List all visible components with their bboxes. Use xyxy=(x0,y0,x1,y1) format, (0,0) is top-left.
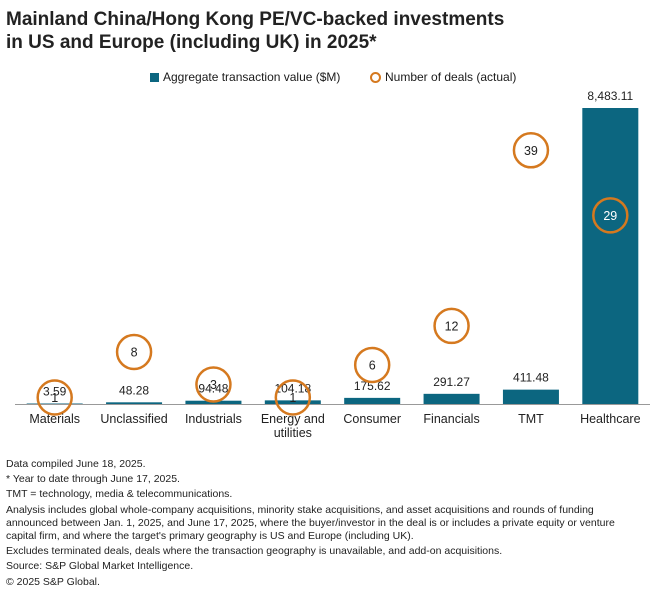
bar-value-label-7: 8,483.11 xyxy=(587,89,633,103)
category-label-1: Unclassified xyxy=(100,412,167,426)
note-analysis-line-1: Analysis includes global whole-company a… xyxy=(6,503,594,516)
note-ytd: * Year to date through June 17, 2025. xyxy=(6,473,180,486)
deal-count-label-6: 39 xyxy=(524,144,538,158)
category-label-3: Energy and utilities xyxy=(261,412,325,440)
chart-notes: Data compiled June 18, 2025. * Year to d… xyxy=(6,458,656,591)
deal-count-label-0: 1 xyxy=(51,391,58,405)
legend-deals-label: Number of deals (actual) xyxy=(385,70,517,84)
bar-7 xyxy=(582,108,639,404)
deal-circle-5 xyxy=(433,307,470,345)
deal-circle-0 xyxy=(36,379,73,416)
category-label-2: Industrials xyxy=(185,412,242,426)
legend-item-value: Aggregate transaction value ($M) xyxy=(150,70,340,84)
category-label-line: Materials xyxy=(29,412,80,426)
chart-plot: 3.59 48.28 94.48 104.18 175.62 291.27 411.48 8,… xyxy=(15,89,650,440)
bar-5 xyxy=(423,393,480,404)
category-label-line: Unclassified xyxy=(100,412,167,426)
deal-count-label-3: 1 xyxy=(289,391,296,405)
note-copyright: © 2025 S&P Global. xyxy=(6,575,100,588)
category-label-7: Healthcare xyxy=(580,412,640,426)
deal-marker-5: 12 xyxy=(433,307,470,345)
note-analysis: Analysis includes global whole-company a… xyxy=(6,504,656,544)
category-label-5: Financials xyxy=(423,412,479,426)
bar-value-label-1: 48.28 xyxy=(119,383,149,397)
deal-marker-6: 39 xyxy=(512,132,550,169)
deal-count-label-4: 6 xyxy=(369,358,376,372)
category-label-line: Healthcare xyxy=(580,412,640,426)
deal-circle-6 xyxy=(512,132,550,169)
deal-marker-1: 8 xyxy=(115,333,153,371)
deal-marker-3: 1 xyxy=(274,379,312,416)
bar-0 xyxy=(26,403,83,404)
bar-value-label-6: 411.48 xyxy=(513,371,549,385)
deal-marker-0: 1 xyxy=(36,379,73,416)
chart-title: Mainland China/Hong Kong PE/VC-backed in… xyxy=(6,8,646,54)
category-label-line: Energy and xyxy=(261,412,325,426)
legend-value-label: Aggregate transaction value ($M) xyxy=(163,70,341,84)
deal-circle-2 xyxy=(195,366,232,403)
note-analysis-line-2: announced between Jan. 1, 2025, and June… xyxy=(6,516,615,529)
legend-item-deals: Number of deals (actual) xyxy=(370,70,516,84)
bar-4 xyxy=(344,397,401,404)
legend: Aggregate transaction value ($M) Number … xyxy=(0,70,660,86)
bar-value-label-3: 104.18 xyxy=(274,381,311,395)
category-label-line: utilities xyxy=(274,426,312,440)
bar-value-label-4: 175.62 xyxy=(354,379,391,393)
note-compiled: Data compiled June 18, 2025. xyxy=(6,458,146,470)
legend-bar-swatch-icon xyxy=(150,72,159,82)
bar-value-label-0: 3.59 xyxy=(43,385,67,399)
category-label-4: Consumer xyxy=(343,412,401,426)
bar-1 xyxy=(106,402,163,404)
deal-count-label-1: 8 xyxy=(131,345,138,359)
bar-3 xyxy=(264,400,321,404)
category-label-line: Financials xyxy=(423,412,479,426)
deal-count-label-2: 3 xyxy=(210,378,217,392)
category-label-line: Industrials xyxy=(185,412,242,426)
deal-circle-3 xyxy=(274,379,312,416)
category-label-line: Consumer xyxy=(343,412,401,426)
note-excludes: Excludes terminated deals, deals where t… xyxy=(6,545,503,558)
bar-6 xyxy=(502,389,559,404)
deal-circle-1 xyxy=(115,333,153,371)
category-label-6: TMT xyxy=(518,412,544,426)
deal-circle-7 xyxy=(592,197,629,234)
deal-count-label-7: 29 xyxy=(603,209,617,223)
deal-circle-4 xyxy=(353,346,391,384)
deal-marker-2: 3 xyxy=(195,366,232,403)
category-label-0: Materials xyxy=(29,412,80,426)
bar-value-label-2: 94.48 xyxy=(198,382,228,396)
note-tmt: TMT = technology, media & telecommunicat… xyxy=(6,488,233,501)
note-source: Source: S&P Global Market Intelligence. xyxy=(6,560,194,573)
deal-marker-4: 6 xyxy=(353,346,391,384)
bar-value-label-5: 291.27 xyxy=(433,375,470,389)
chart-title-line-1: Mainland China/Hong Kong PE/VC-backed in… xyxy=(6,9,505,30)
deal-count-label-5: 12 xyxy=(445,319,459,333)
note-analysis-line-3: capital firm, and where the target's pri… xyxy=(6,530,414,543)
legend-circle-marker-icon xyxy=(370,71,381,83)
category-label-line: TMT xyxy=(518,412,544,426)
chart-title-line-2: in US and Europe (including UK) in 2025* xyxy=(6,32,377,53)
deal-marker-7: 29 xyxy=(592,197,629,234)
